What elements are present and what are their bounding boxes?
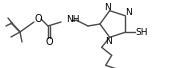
Text: O: O <box>45 37 53 47</box>
Text: NH: NH <box>66 14 80 24</box>
Text: N: N <box>125 8 132 17</box>
Text: SH: SH <box>135 28 148 37</box>
Text: O: O <box>34 14 42 24</box>
Text: N: N <box>105 37 112 46</box>
Text: N: N <box>104 3 111 12</box>
